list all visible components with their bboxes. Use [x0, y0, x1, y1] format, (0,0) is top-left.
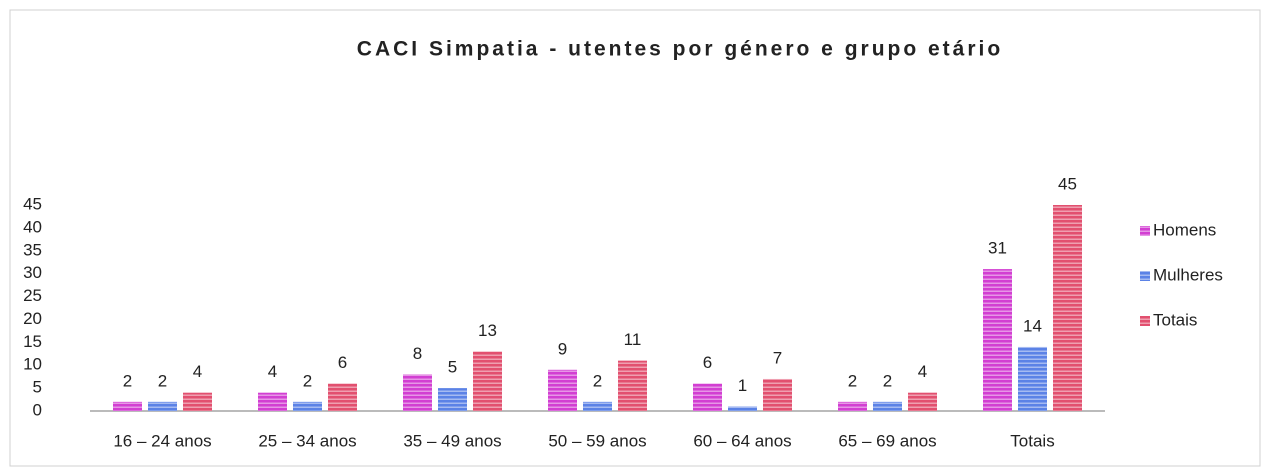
bar: [1053, 205, 1082, 411]
y-tick-label: 0: [33, 400, 42, 419]
data-label: 1: [738, 376, 747, 395]
x-tick-label: 16 – 24 anos: [113, 431, 211, 450]
bar: [763, 378, 792, 411]
data-label: 8: [413, 344, 422, 363]
data-label: 31: [988, 239, 1007, 258]
bar: [693, 383, 722, 411]
x-tick-label: 60 – 64 anos: [693, 431, 791, 450]
data-label: 6: [338, 353, 347, 372]
x-tick-label: Totais: [1010, 431, 1054, 450]
bar: [548, 369, 577, 411]
y-tick-label: 30: [23, 263, 42, 282]
bar: [258, 392, 287, 411]
bar: [983, 269, 1012, 411]
y-tick-label: 40: [23, 217, 42, 236]
legend-label: Totais: [1153, 310, 1197, 329]
data-label: 2: [593, 371, 602, 390]
data-label: 9: [558, 339, 567, 358]
legend-label: Mulheres: [1153, 265, 1223, 284]
x-tick-label: 25 – 34 anos: [258, 431, 356, 450]
data-label: 5: [448, 358, 457, 377]
data-label: 6: [703, 353, 712, 372]
y-tick-label: 25: [23, 286, 42, 305]
bar: [728, 406, 757, 411]
y-tick-label: 5: [33, 378, 42, 397]
chart-title: CACI Simpatia - utentes por género e gru…: [357, 38, 1003, 61]
data-label: 14: [1023, 316, 1042, 335]
data-label: 7: [773, 348, 782, 367]
bar: [183, 392, 212, 411]
y-tick-label: 20: [23, 309, 42, 328]
data-label: 4: [193, 362, 202, 381]
bar: [618, 360, 647, 411]
bar: [473, 351, 502, 411]
data-label: 2: [303, 371, 312, 390]
legend-label: Homens: [1153, 220, 1216, 239]
y-tick-label: 35: [23, 240, 42, 259]
x-tick-label: 35 – 49 anos: [403, 431, 501, 450]
bar: [403, 374, 432, 411]
bar: [583, 401, 612, 411]
data-label: 45: [1058, 174, 1077, 193]
bar: [113, 401, 142, 411]
x-tick-label: 50 – 59 anos: [548, 431, 646, 450]
data-label: 4: [268, 362, 277, 381]
legend-swatch: [1140, 316, 1150, 326]
y-tick-label: 10: [23, 355, 42, 374]
data-label: 2: [123, 371, 132, 390]
data-label: 13: [478, 321, 497, 340]
legend-swatch: [1140, 271, 1150, 281]
data-label: 2: [883, 371, 892, 390]
bar: [328, 383, 357, 411]
bar: [438, 388, 467, 411]
bar: [293, 401, 322, 411]
legend-swatch: [1140, 226, 1150, 236]
data-label: 2: [158, 371, 167, 390]
data-label: 11: [624, 330, 642, 349]
data-label: 4: [918, 362, 927, 381]
bar: [1018, 346, 1047, 411]
bar: [873, 401, 902, 411]
bar: [908, 392, 937, 411]
y-tick-label: 45: [23, 194, 42, 213]
bar: [148, 401, 177, 411]
bar: [838, 401, 867, 411]
y-tick-label: 15: [23, 332, 42, 351]
data-label: 2: [848, 371, 857, 390]
x-tick-label: 65 – 69 anos: [838, 431, 936, 450]
